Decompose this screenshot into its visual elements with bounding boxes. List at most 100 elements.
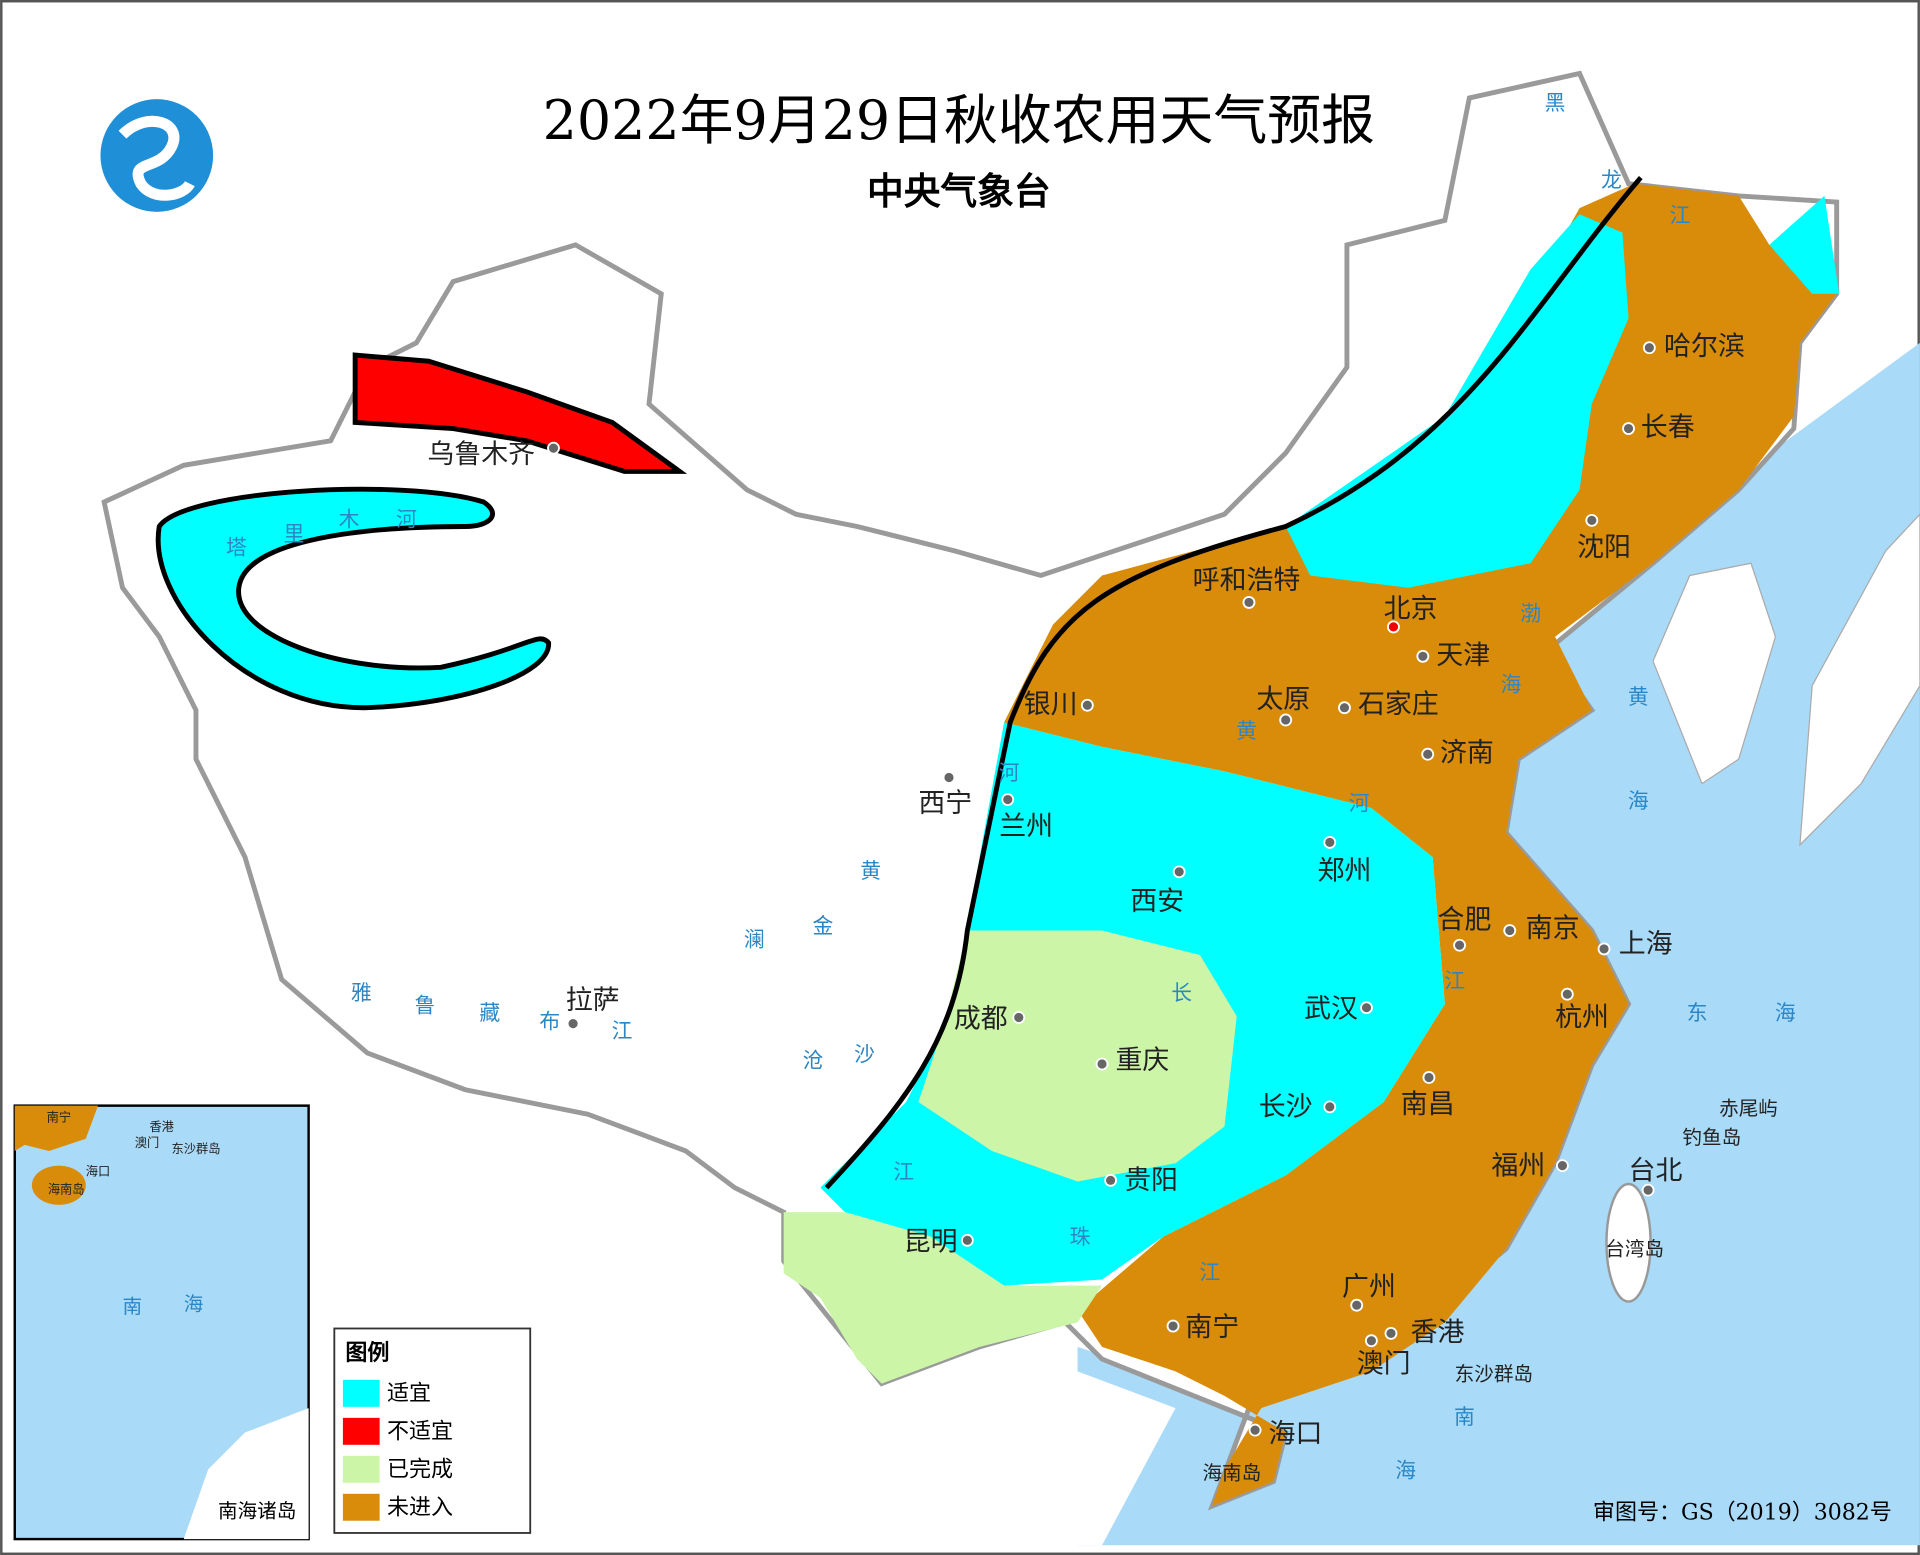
taiwan (1605, 1182, 1652, 1303)
city-label: 香港 (1411, 1317, 1465, 1348)
city-dot (1503, 924, 1517, 937)
water-label: 沙 (854, 1042, 875, 1066)
city-label: 乌鲁木齐 (427, 439, 535, 470)
city-label: 昆明 (904, 1226, 958, 1257)
city-label: 武汉 (1304, 994, 1358, 1025)
city-label: 拉萨 (566, 985, 620, 1016)
place-label: 台湾岛 (1605, 1238, 1664, 1261)
city-dot (1166, 1319, 1180, 1333)
city-label: 杭州 (1555, 1002, 1609, 1033)
city-dot (942, 771, 956, 784)
water-label: 海 (1501, 673, 1522, 697)
water-label: 江 (612, 1019, 633, 1043)
city-label: 长沙 (1259, 1092, 1313, 1123)
inset-label: 海口 (86, 1163, 110, 1178)
city-dot (1242, 595, 1256, 609)
zone-suitable (1769, 195, 1840, 294)
city-label: 郑州 (1318, 855, 1372, 886)
city-label: 上海 (1619, 929, 1673, 960)
legend-swatch (342, 1455, 380, 1483)
zone-suitable (155, 486, 552, 711)
water-label: 长 (1171, 981, 1192, 1005)
city-dot (547, 441, 560, 455)
city-label: 成都 (954, 1003, 1008, 1034)
water-label: 渤 (1520, 602, 1541, 626)
city-label: 南宁 (1185, 1312, 1239, 1343)
city-dot (566, 1017, 580, 1031)
city-label: 西安 (1130, 886, 1184, 917)
inset-land (14, 1105, 99, 1151)
city-label: 重庆 (1116, 1045, 1170, 1076)
water-label: 布 (539, 1009, 560, 1033)
city-label: 台北 (1629, 1155, 1683, 1186)
legend-title: 图例 (345, 1341, 389, 1366)
vietnam (1053, 1371, 1176, 1546)
water-label: 河 (396, 507, 417, 531)
water-label: 龙 (1601, 168, 1622, 192)
inset-label: 南宁 (47, 1109, 71, 1124)
city-label: 济南 (1440, 738, 1494, 769)
city-dot (1641, 1183, 1655, 1197)
city-label: 福州 (1491, 1150, 1545, 1181)
city-label: 北京 (1384, 593, 1438, 624)
city-dot (1387, 620, 1400, 634)
city-label: 银川 (1024, 689, 1078, 720)
legend-label: 不适宜 (387, 1420, 453, 1445)
legend-swatch (342, 1417, 380, 1445)
inset-label: 香港 (149, 1120, 173, 1134)
city-dot (1622, 422, 1635, 435)
legend-swatch (342, 1493, 380, 1521)
water-label: 黄 (1628, 685, 1649, 709)
city-label: 海口 (1269, 1419, 1323, 1450)
city-dot (1416, 649, 1430, 663)
water-label: 黄 (1236, 719, 1257, 743)
water-label: 江 (1199, 1260, 1220, 1284)
legend-swatch (342, 1379, 380, 1407)
water-label: 黑 (1545, 91, 1566, 115)
legend-label: 适宜 (387, 1382, 431, 1407)
water-label: 江 (1670, 204, 1691, 228)
city-dot (1095, 1057, 1109, 1071)
city-label: 澳门 (1357, 1349, 1411, 1380)
city-dot (960, 1233, 974, 1247)
city-dot (1323, 1100, 1337, 1114)
city-label: 哈尔滨 (1664, 331, 1745, 362)
water-label: 塔 (226, 536, 247, 560)
city-label: 呼和浩特 (1193, 565, 1301, 596)
city-dot (1560, 987, 1574, 1001)
city-label: 石家庄 (1358, 689, 1439, 720)
city-label: 沈阳 (1577, 532, 1631, 563)
zone-completed (918, 930, 1237, 1182)
korea (1652, 562, 1777, 785)
water-label: 藏 (479, 1001, 500, 1025)
water-label: 南 (1454, 1405, 1475, 1429)
city-label: 太原 (1256, 684, 1310, 715)
city-dot (1585, 513, 1599, 527)
water-label: 金 (812, 914, 833, 938)
city-dot (1104, 1173, 1118, 1187)
title: 2022年9月29日秋收农用天气预报 (543, 89, 1375, 152)
city-dot (1323, 835, 1337, 849)
city-label: 长春 (1641, 412, 1695, 443)
city-label: 兰州 (999, 811, 1053, 842)
water-label: 东 (1687, 1001, 1708, 1025)
subtitle: 中央气象台 (867, 170, 1051, 213)
water-label: 鲁 (415, 993, 436, 1017)
legend-label: 未进入 (387, 1495, 453, 1520)
water-label: 江 (893, 1160, 914, 1184)
city-label: 贵阳 (1124, 1165, 1178, 1196)
city-dot (1555, 1159, 1569, 1173)
inset-hainan (31, 1165, 86, 1205)
place-label: 东沙群岛 (1455, 1363, 1533, 1386)
inset-land (183, 1408, 309, 1540)
zone-unsuitable (352, 352, 688, 474)
inset-label: 南 (123, 1295, 143, 1318)
water-label: 海 (1775, 1001, 1796, 1025)
inset-label: 海 (184, 1293, 204, 1316)
water-label: 里 (284, 522, 305, 546)
water-label: 黄 (860, 859, 881, 883)
inset-caption: 南海诸岛 (218, 1500, 296, 1523)
city-label: 天津 (1436, 640, 1490, 671)
place-label: 钓鱼岛 (1682, 1126, 1741, 1149)
